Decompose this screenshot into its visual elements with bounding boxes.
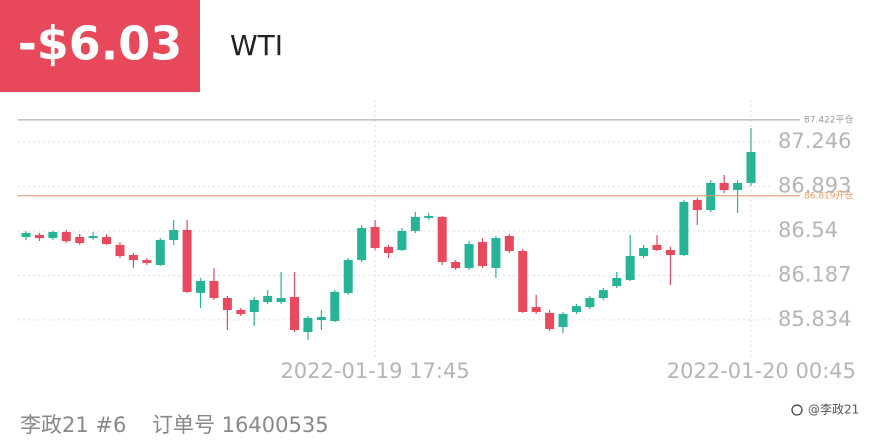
candle-body bbox=[196, 280, 206, 293]
y-tick-label: 86.187 bbox=[778, 262, 851, 286]
symbol: WTI bbox=[230, 29, 283, 62]
candle-body bbox=[276, 297, 286, 303]
candle-body bbox=[424, 215, 434, 218]
candle-body bbox=[357, 228, 367, 261]
candle-body bbox=[652, 244, 662, 250]
candle-body bbox=[330, 291, 340, 322]
candle-body bbox=[477, 242, 487, 266]
candle-body bbox=[733, 182, 743, 191]
candle-body bbox=[612, 277, 622, 287]
amount-badge bbox=[0, 0, 200, 92]
candle-body bbox=[518, 250, 528, 312]
candle-body bbox=[263, 295, 273, 303]
candle-body bbox=[34, 234, 44, 239]
candle-body bbox=[115, 244, 125, 257]
price-level-label: 87.422平仓 bbox=[804, 113, 854, 125]
candle-body bbox=[343, 260, 353, 293]
price-level-label: 86.819开仓 bbox=[804, 189, 854, 201]
candle-body bbox=[75, 237, 85, 244]
candle-body bbox=[692, 199, 702, 211]
candle-body bbox=[665, 249, 675, 256]
candle-body bbox=[598, 290, 608, 298]
candle-body bbox=[303, 318, 313, 333]
candle-body bbox=[545, 312, 555, 329]
candle-body bbox=[679, 201, 689, 256]
order-number: 订单号 16400535 bbox=[152, 413, 329, 437]
candle-body bbox=[397, 230, 407, 250]
candle-body bbox=[437, 216, 447, 262]
candle-body bbox=[142, 260, 152, 263]
candle-body bbox=[384, 246, 393, 254]
candle-body bbox=[222, 297, 232, 310]
candle-body bbox=[370, 227, 380, 248]
x-tick-label: 2022-01-20 00:45 bbox=[667, 359, 856, 383]
candle-body bbox=[571, 306, 581, 312]
candle-body bbox=[155, 240, 165, 265]
candle-body bbox=[585, 297, 595, 308]
candle-body bbox=[236, 309, 246, 314]
candle-body bbox=[639, 247, 649, 257]
candle-body bbox=[48, 231, 58, 239]
candle-body bbox=[21, 232, 31, 238]
y-tick-label: 87.246 bbox=[778, 129, 851, 153]
account: 李政21 #6 bbox=[20, 413, 126, 437]
watermark-icon bbox=[791, 404, 803, 416]
candle-body bbox=[169, 229, 179, 241]
candle-body bbox=[625, 256, 635, 280]
y-tick-label: 86.893 bbox=[778, 173, 851, 197]
candle-body bbox=[102, 237, 112, 245]
candle-body bbox=[451, 261, 461, 269]
candle-body bbox=[491, 238, 501, 269]
y-tick-label: 85.834 bbox=[778, 307, 851, 331]
candle-body bbox=[61, 231, 71, 242]
amount: -$6.03 bbox=[18, 17, 183, 71]
candle-body bbox=[706, 182, 716, 211]
plot: 85.834 86.187 86.54 86.893 87.246 2022-01-19 … bbox=[18, 100, 856, 383]
candle-body bbox=[182, 229, 192, 292]
candle-body bbox=[410, 216, 420, 231]
candle-body bbox=[209, 280, 219, 298]
y-tick-label: 86.54 bbox=[778, 218, 838, 242]
candle-body bbox=[719, 182, 729, 191]
candle-body bbox=[746, 151, 756, 183]
candle-body bbox=[531, 307, 541, 312]
candle-body bbox=[504, 236, 514, 251]
candle-body bbox=[249, 300, 259, 312]
candle-body bbox=[464, 244, 474, 269]
watermark: @李政21 bbox=[808, 402, 859, 417]
candle-body bbox=[88, 236, 98, 239]
candle-body bbox=[316, 317, 326, 321]
candle-body bbox=[290, 296, 300, 330]
candle-body bbox=[558, 313, 568, 327]
x-tick-label: 2022-01-19 17:45 bbox=[280, 359, 469, 383]
candle-body bbox=[128, 255, 138, 261]
